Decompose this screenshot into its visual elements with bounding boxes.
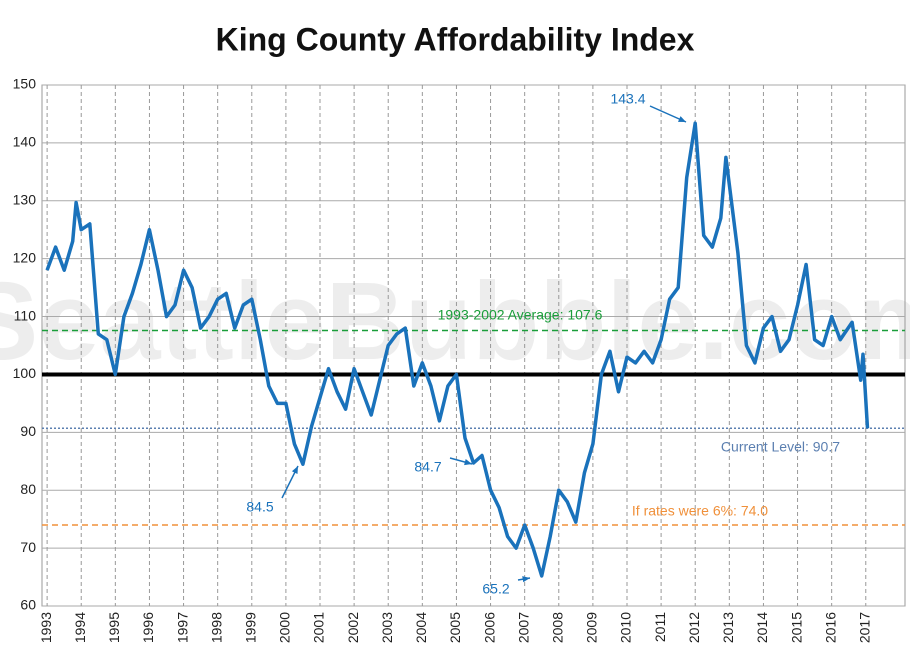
y-tick-label: 70 <box>20 539 36 555</box>
watermark: SeattleBubble.com <box>0 260 910 383</box>
x-tick-label: 2016 <box>822 612 838 643</box>
reference-label: If rates were 6%: 74.0 <box>632 503 768 519</box>
x-tick-label: 1995 <box>106 612 122 643</box>
x-tick-label: 2004 <box>413 612 429 643</box>
x-tick-label: 2013 <box>720 612 736 643</box>
y-tick-label: 110 <box>14 307 37 323</box>
x-tick-label: 2008 <box>549 612 565 643</box>
x-tick-label: 1997 <box>174 612 190 643</box>
y-tick-label: 150 <box>13 76 37 92</box>
x-tick-label: 1999 <box>242 612 258 643</box>
reference-label: Current Level: 90.7 <box>721 439 840 455</box>
x-tick-label: 1994 <box>72 612 88 643</box>
x-tick-label: 2014 <box>754 612 770 643</box>
chart-title: King County Affordability Index <box>216 21 695 57</box>
x-tick-label: 1998 <box>208 612 224 643</box>
x-tick-label: 2010 <box>618 612 634 643</box>
x-tick-label: 2000 <box>277 612 293 643</box>
x-tick-label: 2017 <box>856 612 872 643</box>
arrow-head <box>678 116 686 122</box>
y-tick-label: 80 <box>20 481 36 497</box>
x-tick-label: 1993 <box>38 612 54 643</box>
reference-label: 1993-2002 Average: 107.6 <box>438 307 603 323</box>
annotation: 84.7 <box>414 459 441 475</box>
y-tick-label: 100 <box>13 365 37 381</box>
x-tick-label: 2005 <box>447 612 463 643</box>
arrow-head <box>522 576 530 583</box>
annotation: 65.2 <box>482 581 509 597</box>
x-tick-label: 2006 <box>481 612 497 643</box>
y-tick-label: 60 <box>20 597 36 613</box>
x-tick-label: 2002 <box>345 612 361 643</box>
x-tick-label: 2011 <box>652 612 668 642</box>
x-tick-label: 2001 <box>311 612 327 643</box>
y-tick-label: 120 <box>13 249 37 265</box>
x-tick-label: 2009 <box>584 612 600 643</box>
x-tick-label: 2015 <box>788 612 804 643</box>
y-tick-label: 130 <box>13 191 37 207</box>
x-tick-label: 2012 <box>686 612 702 643</box>
arrow-head <box>291 466 298 474</box>
y-tick-label: 140 <box>13 134 37 150</box>
x-tick-label: 2007 <box>515 612 531 643</box>
x-tick-label: 2003 <box>379 612 395 643</box>
annotation: 84.5 <box>246 499 273 515</box>
data-line <box>45 121 870 578</box>
annotation: 143.4 <box>610 91 645 107</box>
arrow-head <box>464 459 472 466</box>
x-tick-label: 1996 <box>140 612 156 643</box>
y-tick-label: 90 <box>20 423 36 439</box>
